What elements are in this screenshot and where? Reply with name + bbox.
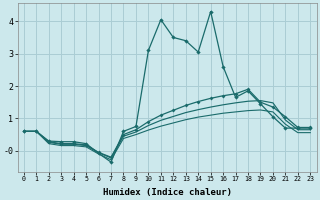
X-axis label: Humidex (Indice chaleur): Humidex (Indice chaleur): [103, 188, 232, 197]
